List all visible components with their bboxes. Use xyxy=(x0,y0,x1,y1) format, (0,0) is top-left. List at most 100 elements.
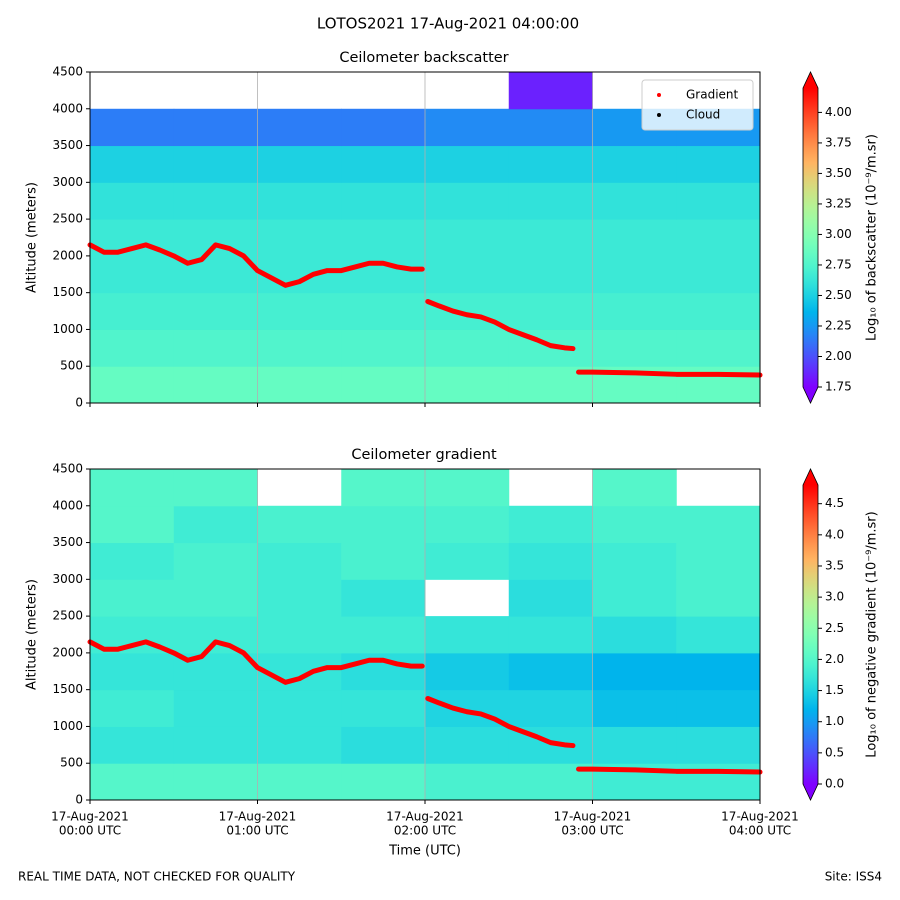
heatmap-cell xyxy=(676,145,761,183)
x-tick-label: 17-Aug-2021 xyxy=(219,810,297,824)
heatmap-cell xyxy=(257,292,342,330)
heatmap-cell xyxy=(676,219,761,257)
heatmap-cell xyxy=(341,292,426,330)
y-tick-label: 0 xyxy=(75,396,83,410)
colorbar-tick-label: 2.50 xyxy=(825,288,852,302)
plot-frame xyxy=(89,468,761,801)
heatmap-cell xyxy=(508,219,593,257)
y-tick-label: 2500 xyxy=(52,212,83,226)
x-tick-label: 17-Aug-2021 xyxy=(386,810,464,824)
colorbar-tick-label: 1.75 xyxy=(825,380,852,394)
heatmap-cell xyxy=(508,579,593,617)
heatmap-cell xyxy=(90,763,175,801)
heatmap-cell xyxy=(173,542,258,580)
heatmap-cell xyxy=(90,366,175,404)
heatmap-cell xyxy=(425,255,510,294)
y-tick-label: 4500 xyxy=(52,65,83,79)
heatmap-cell xyxy=(425,616,510,654)
colorbar-tick-label: 4.0 xyxy=(825,527,844,541)
heatmap-cell xyxy=(676,182,761,220)
heatmap-cell xyxy=(592,505,677,544)
heatmap-cell xyxy=(257,329,342,367)
colorbar-tick-label: 3.00 xyxy=(825,227,852,241)
heatmap-cell xyxy=(90,689,175,727)
heatmap-cell xyxy=(592,182,677,220)
heatmap-cell xyxy=(508,505,593,544)
heatmap-cell xyxy=(508,689,593,727)
x-tick-label: 17-Aug-2021 xyxy=(721,810,799,824)
colorbar-tick-label: 1.5 xyxy=(825,683,844,697)
x-tick-label: 17-Aug-2021 xyxy=(554,810,632,824)
x-tick-label: 02:00 UTC xyxy=(394,824,456,838)
colorbar-extend-bottom xyxy=(803,387,818,403)
heatmap-cell xyxy=(257,366,342,404)
heatmap-cell xyxy=(173,366,258,404)
heatmap-cell xyxy=(173,469,258,507)
heatmap-cell xyxy=(90,542,175,580)
heatmap-cell xyxy=(508,255,593,294)
heatmap-cell xyxy=(257,652,342,691)
colorbar-label: Log₁₀ of negative gradient (10⁻⁹/m.sr) xyxy=(865,511,880,757)
y-tick-label: 2500 xyxy=(52,609,83,623)
colorbar-extend-bottom xyxy=(803,784,818,800)
colorbar-tick-label: 3.5 xyxy=(825,558,844,572)
heatmap-cell xyxy=(592,726,677,764)
colorbar-extend-top xyxy=(803,469,818,485)
heatmap-cell xyxy=(173,108,258,147)
heatmap-cell xyxy=(425,652,510,691)
heatmap-cell xyxy=(90,108,175,147)
heatmap-cell xyxy=(173,505,258,544)
heatmap-cell xyxy=(425,108,510,147)
heatmap-cell xyxy=(257,689,342,727)
y-tick-label: 3000 xyxy=(52,175,83,189)
heatmap-cell xyxy=(90,726,175,764)
heatmap-cell xyxy=(90,182,175,220)
colorbar-extend-top xyxy=(803,72,818,88)
heatmap-cell xyxy=(173,579,258,617)
heatmap-cell xyxy=(508,182,593,220)
heatmap-cell xyxy=(341,505,426,544)
colorbar-tick-label: 3.75 xyxy=(825,135,852,149)
colorbar-tick-label: 2.25 xyxy=(825,318,852,332)
heatmap-cell xyxy=(592,542,677,580)
heatmap-cell xyxy=(592,145,677,183)
heatmap-cell xyxy=(257,579,342,617)
heatmap-cell xyxy=(425,145,510,183)
colorbar-tick-label: 2.0 xyxy=(825,652,844,666)
heatmap-cell xyxy=(257,108,342,147)
heatmap-cell xyxy=(592,469,677,507)
heatmap-cell xyxy=(676,652,761,691)
y-tick-label: 1000 xyxy=(52,322,83,336)
colorbar xyxy=(803,485,818,784)
heatmap-cell xyxy=(90,329,175,367)
heatmap-cell xyxy=(508,542,593,580)
y-tick-label: 500 xyxy=(60,756,83,770)
heatmap-cell xyxy=(508,72,593,110)
colorbar-tick-label: 3.50 xyxy=(825,166,852,180)
gradient-trace xyxy=(87,639,763,775)
heatmap-cell xyxy=(257,219,342,257)
heatmap-cell xyxy=(90,469,175,507)
heatmap-cell xyxy=(676,292,761,330)
colorbar-tick-label: 3.0 xyxy=(825,590,844,604)
heatmap-cell xyxy=(341,219,426,257)
heatmap-cell xyxy=(90,505,175,544)
heatmap-cell xyxy=(341,579,426,617)
x-tick-label: 04:00 UTC xyxy=(729,824,791,838)
legend-marker xyxy=(657,113,661,117)
heatmap-cell xyxy=(173,145,258,183)
heatmap-cell xyxy=(676,726,761,764)
y-tick-label: 3000 xyxy=(52,572,83,586)
colorbar-tick-label: 1.0 xyxy=(825,714,844,728)
heatmap-cell xyxy=(425,505,510,544)
heatmap-cell xyxy=(90,255,175,294)
legend-marker xyxy=(657,93,661,97)
legend-label: Cloud xyxy=(686,108,720,122)
heatmap-cell xyxy=(341,182,426,220)
colorbar-tick-label: 2.00 xyxy=(825,349,852,363)
heatmap-cell xyxy=(676,542,761,580)
x-tick-label: 17-Aug-2021 xyxy=(51,810,129,824)
gradient-trace xyxy=(87,242,763,378)
heatmap-cell xyxy=(173,763,258,801)
heatmap-cell xyxy=(592,292,677,330)
